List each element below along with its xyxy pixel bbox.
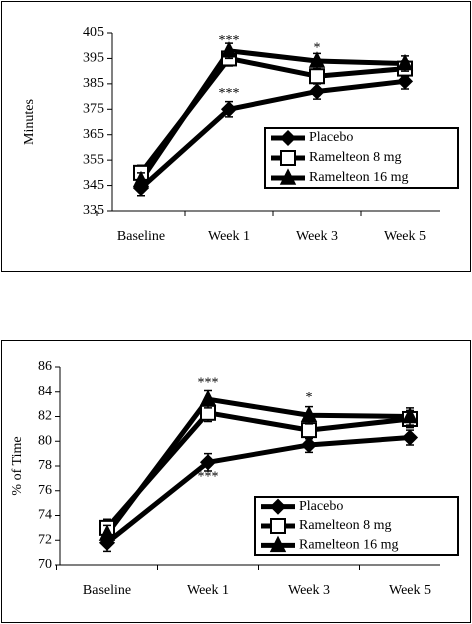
- y-tick-label: 70: [38, 557, 52, 572]
- x-tick-label: Week 3: [296, 229, 338, 244]
- annotation: ***: [219, 33, 240, 48]
- y-tick-label: 74: [38, 508, 52, 523]
- y-axis-label: Minutes: [22, 99, 37, 145]
- marker: [220, 41, 238, 58]
- annotation: *: [314, 40, 321, 55]
- marker: [309, 68, 325, 85]
- marker: [308, 83, 326, 100]
- x-tick-label: Week 1: [187, 583, 229, 598]
- marker: [301, 422, 317, 439]
- legend-label: Ramelteon 8 mg: [299, 518, 392, 533]
- legend-label: Ramelteon 16 mg: [299, 538, 399, 553]
- marker: [199, 454, 217, 471]
- marker: [396, 53, 414, 71]
- series-line: [105, 435, 411, 545]
- marker: [132, 170, 150, 188]
- x-tick-label: Week 3: [288, 583, 330, 598]
- annotation: ***: [198, 375, 219, 390]
- y-tick-label: 365: [83, 127, 104, 142]
- marker: [220, 101, 238, 118]
- y-tick-label: 72: [38, 532, 52, 547]
- annotation: *: [306, 390, 313, 405]
- y-tick-label: 86: [38, 359, 52, 374]
- x-tick-label: Week 5: [384, 229, 426, 244]
- y-tick-label: 385: [83, 76, 104, 91]
- x-tick-label: Week 5: [389, 583, 431, 598]
- y-tick-label: 355: [83, 152, 104, 167]
- x-tick-label: Baseline: [83, 583, 131, 598]
- marker: [308, 51, 326, 68]
- marker: [401, 429, 419, 446]
- legend-label: Ramelteon 8 mg: [309, 150, 402, 165]
- y-tick-label: 82: [38, 409, 52, 424]
- y-tick-label: 80: [38, 433, 52, 448]
- legend-label: Ramelteon 16 mg: [309, 170, 409, 185]
- legend-label: Placebo: [309, 130, 353, 145]
- y-tick-label: 335: [83, 203, 104, 218]
- y-tick-label: 395: [83, 51, 104, 66]
- chart-frame: [1, 1, 471, 272]
- y-tick-label: 345: [83, 178, 104, 193]
- marker: [98, 524, 116, 541]
- chart-frame: [1, 340, 471, 623]
- series-line: [138, 48, 406, 182]
- marker: [279, 168, 297, 185]
- marker: [300, 436, 318, 454]
- marker: [300, 405, 318, 423]
- y-tick-label: 78: [38, 458, 52, 473]
- x-tick-label: Baseline: [117, 229, 165, 244]
- marker: [279, 129, 297, 147]
- legend-label: Placebo: [299, 499, 343, 514]
- marker: [269, 535, 287, 553]
- series-line: [139, 78, 406, 190]
- y-tick-label: 375: [83, 102, 104, 117]
- annotation: ***: [219, 86, 240, 101]
- y-tick-label: 84: [38, 384, 52, 399]
- marker: [269, 498, 287, 515]
- marker: [270, 518, 286, 534]
- marker: [199, 389, 217, 406]
- y-tick-label: 405: [83, 25, 104, 40]
- series-line: [104, 396, 411, 536]
- marker: [396, 73, 414, 90]
- marker: [401, 406, 419, 424]
- annotation: ***: [198, 469, 219, 484]
- y-axis-label: % of Time: [10, 436, 25, 495]
- marker: [280, 150, 296, 166]
- x-tick-label: Week 1: [208, 229, 250, 244]
- y-tick-label: 76: [38, 483, 52, 498]
